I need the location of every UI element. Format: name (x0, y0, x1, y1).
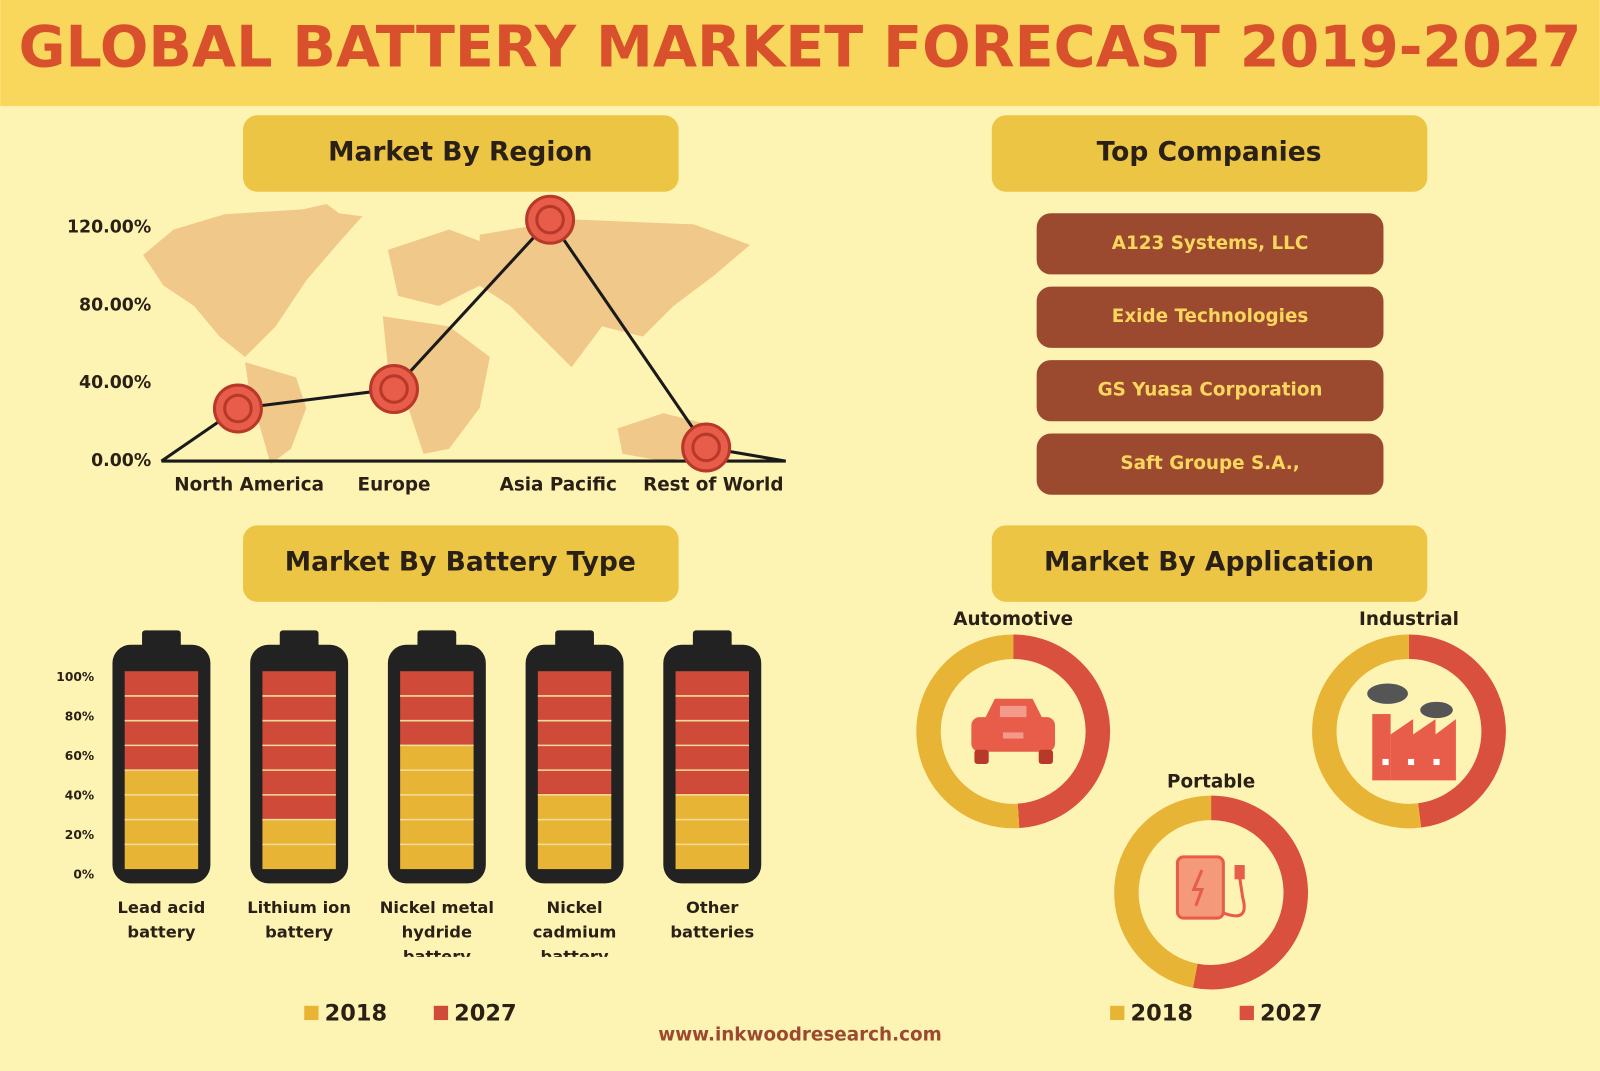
x-tick-label: Asia Pacific (500, 475, 617, 496)
car-icon (971, 698, 1056, 765)
company-list: A123 Systems, LLC Exide Technologies GS … (1036, 213, 1384, 495)
company-pill (1036, 360, 1384, 422)
donut-label: Portable (1167, 771, 1255, 792)
x-tick-label-box: Other batteries (670, 897, 755, 942)
x-tick-label: Lithium ion battery (247, 897, 352, 942)
legend-swatch (1110, 1005, 1125, 1021)
battery-cap (142, 630, 181, 649)
y-tick-label: 40% (65, 789, 94, 803)
bar-segment (675, 671, 749, 794)
marker-ring (223, 393, 253, 424)
y-tick-label: 80% (65, 709, 94, 723)
bar-segment (400, 671, 474, 745)
section-title: Market By Battery Type (285, 547, 636, 578)
bar-segment (537, 793, 612, 870)
x-tick-label-box: Lead acid battery (117, 897, 206, 942)
battery-cap (279, 630, 319, 649)
donut-label: Automotive (953, 609, 1073, 630)
battery-cap (555, 630, 594, 649)
bar-segment (675, 793, 749, 870)
x-tick-label: North America (174, 475, 324, 496)
legend-label: 2027 (454, 1000, 516, 1026)
marker-ring (379, 374, 409, 404)
marker (681, 422, 732, 473)
company-pill (1036, 286, 1384, 348)
y-tick-label: 120.00% (67, 217, 151, 237)
y-tick-label: 20% (65, 828, 94, 842)
y-tick-label: 80.00% (79, 295, 151, 315)
donut-segment (1312, 634, 1422, 829)
battery-cap (692, 630, 732, 649)
x-tick-label-box: Lithium ion battery (247, 897, 352, 942)
section-title: Top Companies (1097, 137, 1322, 168)
company-pill (1036, 433, 1384, 495)
section-header (243, 525, 679, 602)
x-tick-label-box: Nickel metal hydride battery (379, 897, 494, 957)
bar-segment (400, 744, 474, 870)
website: www.inkwoodresearch.com (658, 1024, 941, 1045)
section-header (991, 115, 1428, 192)
y-tick-label: 0.00% (91, 451, 151, 471)
marker (369, 364, 420, 415)
marker (525, 194, 576, 245)
region-line (237, 217, 708, 449)
x-tick-label: Nickel cadmium battery (532, 897, 617, 957)
company-name: Exide Technologies (1112, 306, 1309, 327)
legend-label: 2027 (1260, 1000, 1322, 1026)
donut-segment (1408, 634, 1506, 828)
marker (212, 383, 263, 434)
company-name: GS Yuasa Corporation (1098, 380, 1323, 401)
company-pill (1036, 213, 1384, 275)
header-band (0, 0, 1600, 107)
x-tick-label: Nickel metal hydride battery (379, 897, 494, 957)
company-name: Saft Groupe S.A., (1120, 453, 1299, 474)
legend-swatch (1239, 1005, 1254, 1021)
donut-label: Industrial (1359, 609, 1459, 630)
legend-label: 2018 (1131, 1000, 1193, 1026)
donut-segment (916, 634, 1020, 829)
x-tick-label-box: Nickel cadmium battery (532, 897, 617, 957)
world-map (143, 204, 751, 465)
y-tick-label: 0% (73, 868, 94, 882)
y-tick-label: 40.00% (79, 373, 151, 393)
legend-swatch (433, 1005, 449, 1021)
x-tick-label: Other batteries (670, 897, 755, 942)
bar-segment (537, 671, 612, 794)
company-name: A123 Systems, LLC (1112, 233, 1309, 254)
donut-segment (1012, 634, 1111, 829)
x-tick-label: Europe (358, 475, 431, 496)
section-title: Market By Application (1044, 547, 1374, 578)
factory-icon (1367, 683, 1456, 781)
x-tick-label: Lead acid battery (117, 897, 206, 942)
legend-label: 2018 (325, 1000, 387, 1026)
powerbank-icon (1175, 855, 1246, 920)
donut-segment (1114, 795, 1212, 988)
x-tick-label: Rest of World (643, 475, 783, 496)
battery-cap (417, 630, 457, 649)
y-tick-label: 60% (65, 749, 94, 763)
page-title: GLOBAL BATTERY MARKET FORECAST 2019-2027 (19, 15, 1582, 81)
section-title: Market By Region (328, 137, 592, 168)
marker-ring (691, 432, 721, 463)
section-header (991, 525, 1428, 602)
y-tick-label: 100% (56, 670, 94, 684)
donut-segment (1192, 795, 1308, 990)
marker-ring (535, 204, 565, 235)
section-header (243, 115, 679, 192)
legend-swatch (304, 1005, 319, 1021)
